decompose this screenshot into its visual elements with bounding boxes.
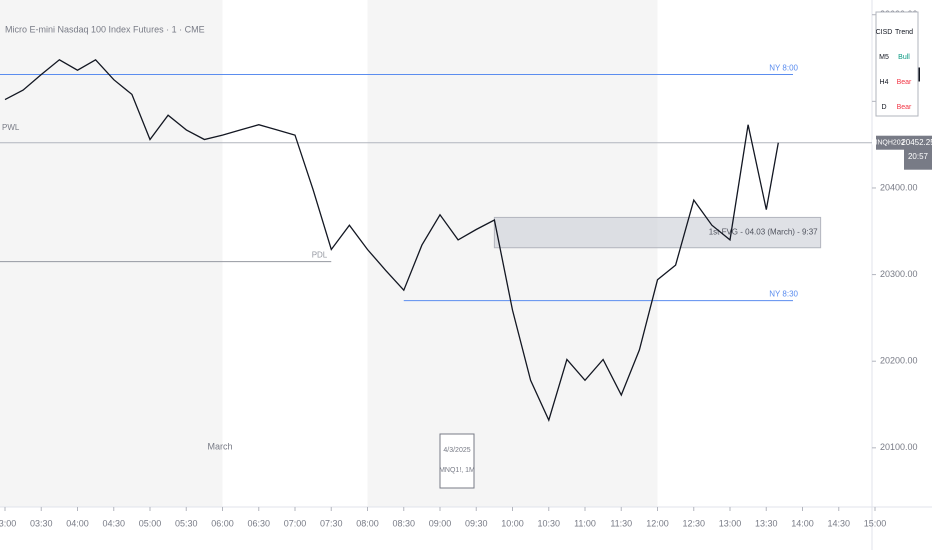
table-cell: H4 [880,79,889,86]
trend-table [875,11,919,117]
x-tick-label: 04:30 [102,518,125,528]
x-tick-label: 07:30 [320,518,343,528]
x-tick-label: 08:00 [356,518,379,528]
x-tick-label: 03:00 [0,518,16,528]
table-cell: Bull [898,54,910,61]
level-label: PDL [312,251,328,260]
price-line [4,58,779,422]
x-tick-label: 10:30 [537,518,560,528]
table-header: CISD [876,29,893,36]
x-tick-label: 09:00 [429,518,452,528]
x-tick-label: 14:30 [827,518,850,528]
x-tick-label: 15:00 [864,518,887,528]
fvg-label: 1st FVG - 04.03 (March) - 9:37 [709,228,818,237]
fvg-zone [493,216,822,249]
x-tick-label: 05:00 [139,518,162,528]
x-tick-label: 03:30 [30,518,53,528]
level-label: NY 8:30 [769,290,798,299]
x-tick-label: 13:00 [719,518,742,528]
x-tick-label: 11:00 [574,518,596,528]
table-cell: D [881,104,886,111]
y-tick-label: 20100.00 [880,442,918,452]
x-tick-label: 12:00 [646,518,669,528]
x-tick-label: 06:00 [211,518,234,528]
x-tick-label: 05:30 [175,518,198,528]
y-tick-label: 20400.00 [880,182,918,192]
month-label: March [207,441,232,451]
x-tick-label: 09:30 [465,518,488,528]
pwl-label: PWL [2,123,20,132]
table-cell: Bear [897,79,912,86]
session-shade [367,0,658,507]
x-tick-label: 04:00 [66,518,89,528]
symbol-tag-label: MNQH2025 [872,140,909,147]
date-box [439,433,475,489]
table-cell: M5 [879,54,889,61]
x-tick-label: 14:00 [791,518,814,528]
last-price-tag [904,135,932,170]
symbol-tag [876,135,904,150]
session-shade [0,0,223,507]
x-tick-label: 10:00 [501,518,524,528]
level-label: NY 8:00 [769,64,798,73]
date-box-text: MNQ1!, 1M [439,467,475,474]
x-tick-label: 07:00 [284,518,307,528]
y-tick-label: 20200.00 [880,356,918,366]
x-tick-label: 06:30 [247,518,270,528]
date-box-text: 4/3/2025 [443,447,470,454]
x-tick-label: 13:30 [755,518,778,528]
table-cell: Bear [897,104,912,111]
table-header: Trend [895,29,913,36]
x-tick-label: 08:30 [392,518,415,528]
chart-title: Micro E-mini Nasdaq 100 Index Futures · … [5,24,205,34]
x-tick-label: 12:30 [682,518,705,528]
y-tick-label: 20300.00 [880,269,918,279]
countdown-label: 20:57 [908,152,929,161]
x-tick-label: 11:30 [610,518,632,528]
last-price-label: 20452.25 [901,138,932,147]
